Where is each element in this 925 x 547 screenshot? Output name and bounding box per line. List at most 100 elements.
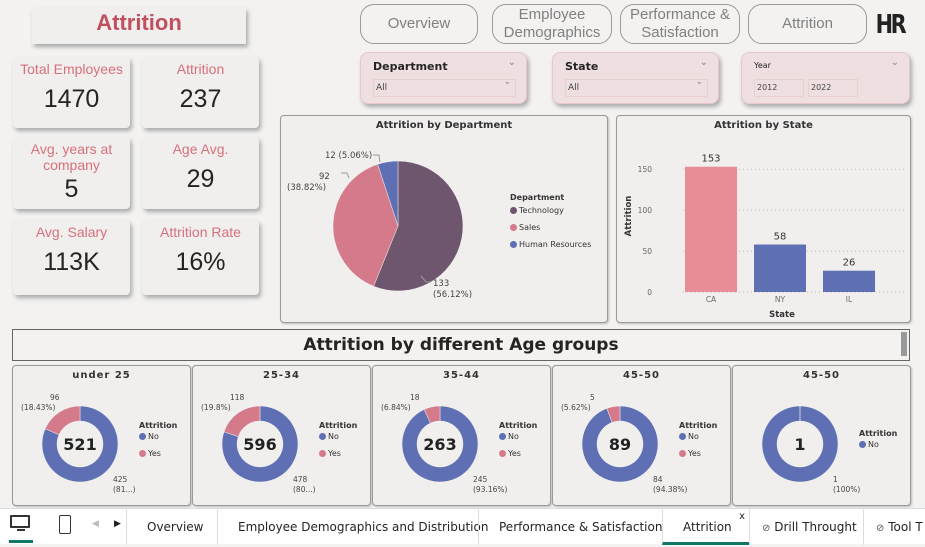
donut-slice-yes[interactable]	[423, 405, 441, 424]
nav-performance-button[interactable]: Performance & Satisfaction	[620, 4, 740, 44]
legend-item-yes[interactable]: Yes	[499, 449, 537, 458]
department-slicer[interactable]: Department ⌄ All ⌄	[360, 52, 527, 104]
pie-slice-sales[interactable]	[332, 163, 399, 287]
donut-slice-yes[interactable]	[606, 405, 621, 423]
hidden-eye-icon: ⊘	[762, 523, 771, 534]
close-tab-icon[interactable]: x	[739, 511, 745, 522]
legend-item-technology[interactable]: Technology	[510, 206, 591, 215]
kpi-attrition: Attrition 237	[142, 57, 259, 128]
donut-slice-no[interactable]	[401, 405, 479, 483]
bar-ny[interactable]	[754, 244, 806, 292]
dropdown-value: All	[376, 83, 388, 93]
tab-drill-through[interactable]: ⊘ Drill Throught	[749, 509, 863, 545]
legend-item-yes[interactable]: Yes	[319, 449, 357, 458]
department-dropdown[interactable]: All ⌄	[373, 77, 516, 97]
legend-title: Attrition	[139, 421, 178, 430]
kpi-avg-years: Avg. years at company 5	[13, 137, 130, 209]
attrition-by-state-chart: Attrition by State 0 50 100 150 153 CA 58 NY 26 I…	[616, 115, 911, 323]
donut-data-label: 5	[590, 393, 595, 402]
bar-data-label: 153	[701, 154, 720, 165]
donut-data-label: (100%)	[833, 485, 860, 494]
legend-title: Attrition	[679, 421, 718, 430]
tab-employee-demographics[interactable]: Employee Demographics and Distribution	[217, 509, 488, 545]
y-axis-title: Attrition	[624, 196, 634, 237]
age-group-donut-card: 25-34 596 478 (80...) 118 (19.8%) Attrition No Y…	[192, 365, 371, 506]
pie-data-label: 12 (5.06%)	[325, 151, 372, 161]
legend-label: Human Resources	[519, 240, 592, 249]
chevron-down-icon[interactable]: ⌄	[890, 57, 899, 68]
legend-label: No	[688, 432, 699, 441]
legend-dot-icon	[679, 433, 686, 440]
donut-data-label: (94.38%)	[653, 485, 688, 494]
chevron-down-icon[interactable]: ⌄	[507, 57, 516, 68]
nav-attrition-button[interactable]: Attrition	[748, 4, 867, 44]
donut-data-label: (81...)	[113, 485, 136, 494]
hidden-eye-icon: ⊘	[876, 523, 885, 534]
kpi-value: 5	[64, 175, 79, 203]
donut-chart: 11(100%)	[761, 405, 860, 494]
legend-dot-icon	[679, 450, 686, 457]
year-slicer[interactable]: Year ⌄ 2012 2022	[741, 52, 910, 104]
kpi-label: Total Employees	[20, 61, 123, 77]
donut-slice-no[interactable]	[581, 405, 659, 483]
kpi-label: Avg. years at company	[30, 141, 113, 173]
age-group-donut-card: 35-44 263 245 (93.16%) 18 (6.84%) Attrition No Y…	[372, 365, 551, 506]
year-to-input[interactable]: 2022	[808, 79, 858, 97]
scroll-right-icon[interactable]: ▶	[114, 519, 121, 529]
x-tick-label: IL	[846, 295, 853, 304]
donut-slice-yes[interactable]	[223, 405, 261, 437]
bar-ca[interactable]	[685, 166, 737, 292]
legend-item-no[interactable]: No	[139, 432, 177, 441]
donut-slice-no[interactable]	[761, 405, 839, 483]
donut-data-label: (6.84%)	[381, 403, 411, 412]
legend-dot-icon	[859, 441, 866, 448]
legend-dot-icon	[510, 224, 517, 231]
state-dropdown[interactable]: All ⌄	[565, 77, 708, 97]
legend-item-yes[interactable]: Yes	[679, 449, 717, 458]
donut-data-label: (5.62%)	[561, 403, 591, 412]
pie-slice-technology[interactable]	[373, 160, 464, 292]
hr-logo: HR	[875, 10, 907, 40]
legend-item-no[interactable]: No	[859, 440, 897, 449]
scroll-left-icon[interactable]: ◀	[92, 519, 99, 529]
donut-total: 521	[63, 435, 96, 454]
state-bar-chart: 0 50 100 150 153 CA 58 NY 26 IL State Attrition	[624, 154, 905, 320]
chevron-down-icon[interactable]: ⌄	[699, 57, 708, 68]
tab-label: Attrition	[683, 520, 732, 534]
legend-item-no[interactable]: No	[679, 432, 717, 441]
bar-il[interactable]	[823, 270, 875, 292]
year-from-input[interactable]: 2012	[754, 79, 804, 97]
legend-title: Department	[510, 193, 565, 202]
donut-slice-no[interactable]	[41, 405, 119, 483]
age-group-donut-card: 45-50 1 1 (100%) Attrition No	[732, 365, 911, 506]
tab-attrition[interactable]: Attrition x	[662, 509, 749, 545]
donut-slice-yes[interactable]	[44, 405, 81, 436]
pie-legend: Department Technology Sales Human Resour…	[510, 193, 591, 249]
slicer-label: Department	[373, 60, 448, 73]
donut-legend: Attrition No	[859, 429, 897, 449]
tab-tool-tip[interactable]: ⊘ Tool T	[863, 509, 925, 545]
tab-overview[interactable]: Overview	[126, 509, 217, 545]
tab-performance[interactable]: Performance & Satisfaction	[478, 509, 662, 545]
legend-item-sales[interactable]: Sales	[510, 223, 591, 232]
legend-item-hr[interactable]: Human Resources	[510, 240, 591, 249]
scrollbar[interactable]	[901, 332, 907, 356]
donut-data-label: 96	[50, 393, 60, 402]
mobile-view-icon[interactable]	[59, 515, 71, 534]
legend-item-no[interactable]: No	[499, 432, 537, 441]
chevron-down-icon: ⌄	[503, 77, 511, 87]
legend-item-no[interactable]: No	[319, 432, 357, 441]
legend-label: No	[148, 432, 159, 441]
legend-item-yes[interactable]: Yes	[139, 449, 177, 458]
desktop-view-icon[interactable]	[9, 515, 33, 543]
legend-dot-icon	[499, 450, 506, 457]
age-group-donut-card: 45-50 89 84 (94.38%) 5 (5.62%) Attrition No Yes	[552, 365, 731, 506]
nav-overview-button[interactable]: Overview	[360, 4, 478, 44]
chart-title: Attrition by State	[714, 120, 813, 131]
state-slicer[interactable]: State ⌄ All ⌄	[552, 52, 719, 104]
nav-employee-demographics-button[interactable]: Employee Demographics	[492, 4, 612, 44]
legend-label: Yes	[688, 449, 701, 458]
y-tick-label: 50	[642, 247, 652, 256]
pie-slice-hr[interactable]	[377, 160, 399, 227]
donut-slice-no[interactable]	[221, 405, 299, 483]
